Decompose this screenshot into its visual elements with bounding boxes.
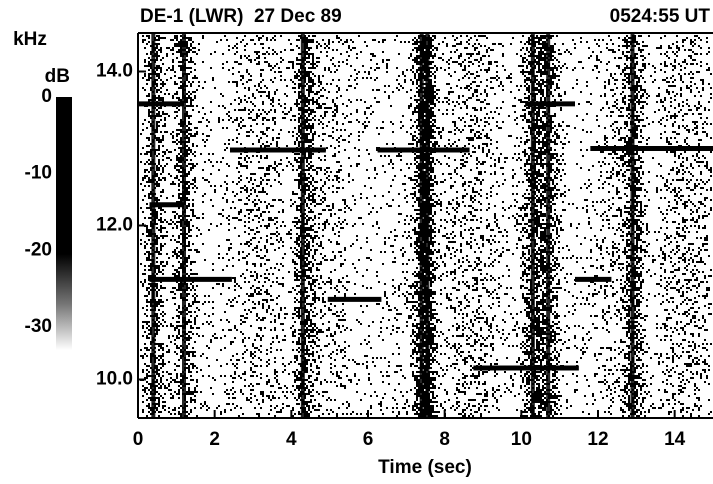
burst (630, 33, 635, 418)
burst (182, 33, 186, 418)
x-tick-label: 8 (439, 429, 450, 450)
burst (546, 33, 551, 418)
burst (425, 33, 430, 418)
y-axis-label: kHz (13, 29, 47, 50)
colorbar-tick-label: -10 (25, 163, 52, 184)
burst (419, 33, 424, 418)
y-tick-label: 10.0 (96, 369, 133, 390)
burst (530, 33, 535, 418)
x-tick-label: 12 (587, 429, 608, 450)
x-tick-label: 6 (363, 429, 374, 450)
x-tick-label: 0 (133, 429, 144, 450)
colorbar-tick-label: -30 (25, 316, 52, 337)
colorbar-tick-label: 0 (41, 86, 52, 107)
x-tick-label: 2 (209, 429, 220, 450)
x-tick-label: 4 (286, 429, 297, 450)
colorbar-tick-label: -20 (25, 239, 52, 260)
colorbar-label: dB (45, 66, 70, 87)
burst (300, 33, 305, 418)
burst (151, 33, 156, 418)
time-label: 0524:55 UT (610, 6, 711, 27)
y-tick-label: 12.0 (96, 215, 133, 236)
x-tick-label: 14 (664, 429, 686, 450)
x-axis-label: Time (sec) (378, 457, 472, 478)
colorbar (56, 97, 72, 351)
y-tick-label: 14.0 (96, 61, 133, 82)
chart-title: DE-1 (LWR) 27 Dec 89 (140, 6, 342, 27)
x-tick-label: 10 (511, 429, 532, 450)
